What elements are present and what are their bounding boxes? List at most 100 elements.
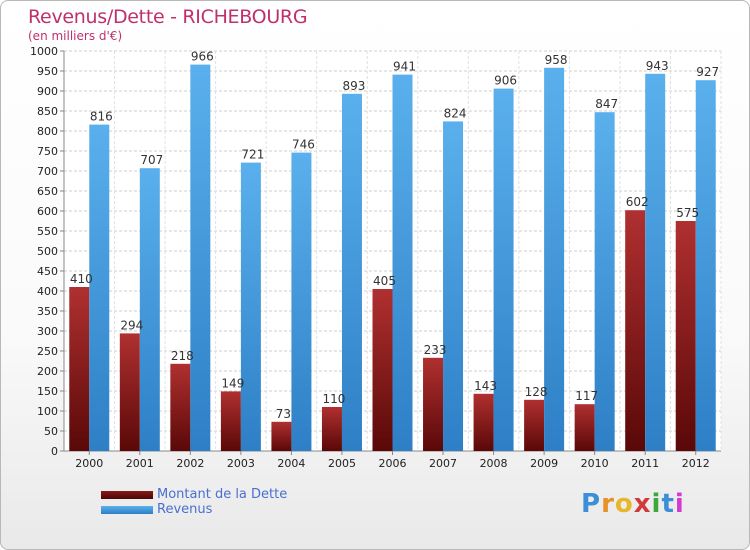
logo-letter: r — [601, 489, 615, 519]
y-tick-label: 300 — [37, 325, 58, 338]
x-tick-label-2009: 2009 — [530, 457, 558, 470]
bar-debt-2003 — [220, 391, 241, 451]
logo-letter: t — [661, 489, 675, 519]
data-label-debt-2006: 405 — [373, 274, 396, 288]
data-label-revenue-2004: 746 — [292, 138, 315, 152]
bar-debt-2000 — [69, 287, 90, 451]
y-tick-label: 200 — [37, 365, 58, 378]
bar-debt-2005 — [321, 407, 342, 451]
bar-debt-2002 — [170, 363, 191, 451]
x-tick-label-2011: 2011 — [631, 457, 659, 470]
data-label-debt-2000: 410 — [70, 272, 93, 286]
bar-revenue-2008 — [493, 88, 514, 451]
y-tick-label: 1000 — [30, 45, 58, 58]
y-tick-label: 600 — [37, 205, 58, 218]
y-tick-label: 350 — [37, 305, 58, 318]
x-tick-label-2003: 2003 — [227, 457, 255, 470]
bar-debt-2009 — [524, 399, 545, 451]
bar-revenue-2006 — [392, 74, 413, 451]
chart-subtitle: (en milliers d'€) — [28, 29, 123, 43]
data-label-revenue-2008: 906 — [494, 74, 517, 88]
bar-debt-2006 — [372, 289, 393, 451]
x-tick-label-2002: 2002 — [176, 457, 204, 470]
y-tick-label: 100 — [37, 405, 58, 418]
logo-letter: x — [633, 489, 652, 519]
bar-debt-2001 — [119, 333, 140, 451]
logo-letter: i — [674, 489, 685, 519]
y-tick-label: 700 — [37, 165, 58, 178]
data-label-debt-2001: 294 — [120, 318, 143, 332]
y-tick-label: 750 — [37, 145, 58, 158]
data-label-revenue-2010: 847 — [595, 97, 618, 111]
bar-revenue-2007 — [443, 121, 464, 452]
x-tick-label-2008: 2008 — [480, 457, 508, 470]
bar-revenue-2002 — [190, 64, 211, 451]
data-label-debt-2007: 233 — [424, 343, 447, 357]
bar-debt-2008 — [473, 393, 494, 451]
bar-revenue-2001 — [139, 168, 160, 451]
legend-label-revenue: Revenus — [157, 502, 213, 517]
data-label-revenue-2001: 707 — [140, 153, 163, 167]
bar-debt-2010 — [574, 404, 595, 451]
bar-debt-2004 — [271, 421, 292, 451]
x-tick-label-2005: 2005 — [328, 457, 356, 470]
chart-title: Revenus/Dette - RICHEBOURG — [28, 6, 308, 28]
data-label-debt-2011: 602 — [626, 195, 649, 209]
data-label-debt-2005: 110 — [323, 392, 346, 406]
data-label-debt-2010: 117 — [575, 389, 598, 403]
bar-revenue-2010 — [594, 112, 615, 451]
data-label-debt-2008: 143 — [474, 379, 497, 393]
data-label-revenue-2012: 927 — [696, 65, 719, 79]
y-tick-label: 550 — [37, 225, 58, 238]
data-label-revenue-2006: 941 — [393, 60, 416, 74]
data-label-debt-2003: 149 — [221, 376, 244, 390]
y-tick-label: 650 — [37, 185, 58, 198]
bar-revenue-2005 — [341, 93, 362, 452]
x-tick-label-2000: 2000 — [75, 457, 103, 470]
data-label-debt-2009: 128 — [525, 385, 548, 399]
x-tick-label-2001: 2001 — [126, 457, 154, 470]
proxiti-logo: Proxiti — [581, 489, 685, 519]
bar-debt-2007 — [423, 357, 444, 451]
data-label-debt-2004: 73 — [276, 407, 291, 421]
y-tick-label: 50 — [44, 425, 58, 438]
y-tick-label: 150 — [37, 385, 58, 398]
bar-revenue-2011 — [645, 73, 666, 452]
legend-label-debt: Montant de la Dette — [157, 487, 288, 502]
data-label-revenue-2000: 816 — [90, 110, 113, 124]
bar-revenue-2012 — [695, 80, 716, 451]
data-label-debt-2002: 218 — [171, 349, 194, 363]
x-tick-label-2004: 2004 — [277, 457, 305, 470]
data-label-revenue-2007: 824 — [444, 106, 467, 120]
x-tick-label-2010: 2010 — [581, 457, 609, 470]
bar-revenue-2009 — [544, 67, 565, 452]
x-tick-label-2012: 2012 — [682, 457, 710, 470]
x-tick-label-2007: 2007 — [429, 457, 457, 470]
legend-swatch-debt — [101, 491, 153, 499]
y-tick-label: 500 — [37, 245, 58, 258]
bar-debt-2012 — [675, 221, 696, 451]
y-tick-label: 400 — [37, 285, 58, 298]
bar-debt-2011 — [625, 210, 646, 451]
y-tick-label: 900 — [37, 85, 58, 98]
y-tick-label: 450 — [37, 265, 58, 278]
logo-letter: i — [651, 489, 662, 519]
y-tick-label: 950 — [37, 65, 58, 78]
bar-revenue-2003 — [240, 162, 261, 451]
data-label-revenue-2003: 721 — [241, 148, 264, 162]
data-label-revenue-2011: 943 — [646, 59, 669, 73]
y-tick-label: 800 — [37, 125, 58, 138]
y-tick-label: 0 — [51, 445, 58, 458]
bar-revenue-2004 — [291, 152, 312, 451]
x-tick-label-2006: 2006 — [379, 457, 407, 470]
legend-swatch-revenue — [101, 506, 153, 514]
bar-revenue-2000 — [89, 124, 110, 451]
logo-letter: P — [581, 489, 602, 519]
data-label-revenue-2005: 893 — [343, 79, 366, 93]
y-tick-label: 250 — [37, 345, 58, 358]
data-label-debt-2012: 575 — [676, 206, 699, 220]
data-label-revenue-2009: 958 — [545, 53, 568, 67]
y-tick-label: 850 — [37, 105, 58, 118]
